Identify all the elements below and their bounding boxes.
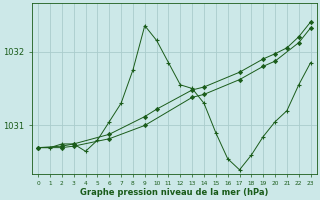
X-axis label: Graphe pression niveau de la mer (hPa): Graphe pression niveau de la mer (hPa) xyxy=(80,188,268,197)
